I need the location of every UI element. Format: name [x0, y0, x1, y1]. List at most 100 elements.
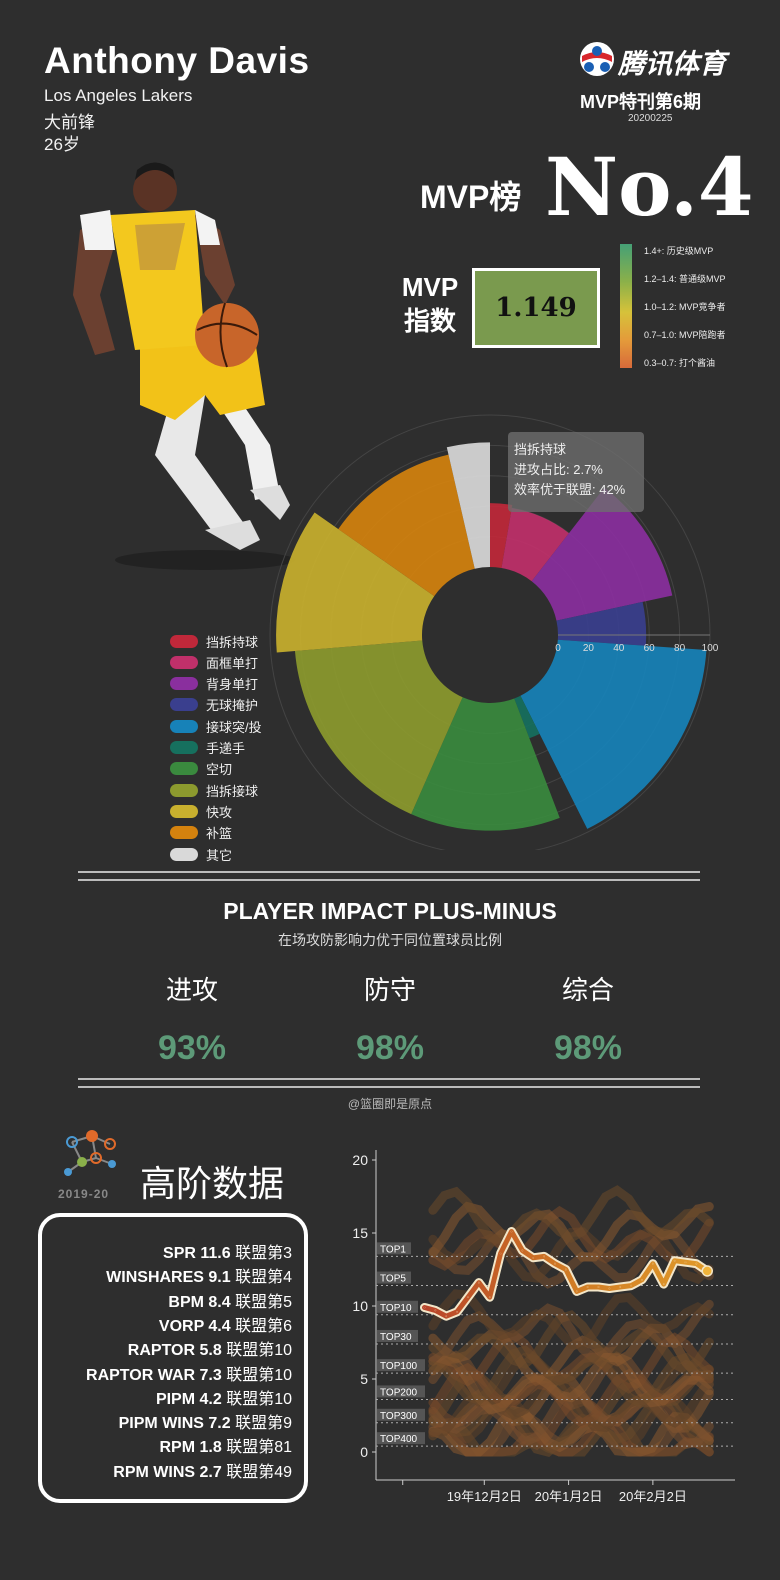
advanced-stat-row: BPM 8.4 联盟第5: [168, 1288, 292, 1312]
mvp-index-label-line2: 指数: [403, 306, 456, 336]
player-photo: [73, 162, 295, 570]
radial-tick-label: 40: [613, 643, 625, 654]
chart-tooltip: 挡拆持球 进攻占比: 2.7% 效率优于联盟: 42%: [508, 432, 644, 512]
reference-label: TOP300: [380, 1411, 417, 1422]
y-tick-label: 15: [352, 1225, 368, 1241]
y-tick-label: 0: [360, 1444, 368, 1460]
polar-bar-1[interactable]: [501, 508, 569, 582]
legend-label: 接球突/投: [206, 719, 262, 735]
pipm-offense: 进攻 93%: [92, 970, 292, 1068]
tooltip-line: 效率优于联盟: 42%: [514, 482, 626, 497]
legend-item[interactable]: 挡拆接球: [170, 781, 258, 799]
player-name: Anthony Davis: [44, 40, 310, 81]
legend-swatch: [170, 698, 198, 712]
scale-item: 1.2–1.4: 普通级MVP: [644, 274, 726, 284]
pipm-offense-value: 93%: [157, 1029, 227, 1067]
advanced-stat-row: WINSHARES 9.1 联盟第4: [106, 1263, 292, 1287]
legend-item[interactable]: 接球突/投: [170, 717, 262, 735]
divider: [78, 1078, 700, 1088]
pipm-defense-value: 98%: [355, 1029, 425, 1067]
legend-label: 挡拆持球: [206, 634, 259, 650]
advanced-stat-rank: 联盟第6: [235, 1317, 292, 1335]
advanced-stat-value: PIPM 4.2: [155, 1390, 227, 1408]
legend-item[interactable]: 背身单打: [170, 675, 258, 693]
legend-label: 补篮: [206, 826, 233, 842]
legend-item[interactable]: 手递手: [170, 739, 245, 757]
legend-label: 面框单打: [206, 655, 259, 671]
polar-bar-6[interactable]: [411, 697, 560, 831]
advanced-stat-row: VORP 4.4 联盟第6: [159, 1312, 292, 1336]
scale-item: 1.4+: 历史级MVP: [644, 246, 714, 256]
polar-bar-0[interactable]: [490, 503, 513, 568]
advanced-stat-value: BPM 8.4: [168, 1293, 236, 1311]
issue-date: 20200225: [628, 113, 673, 124]
mvp-index-label-line1: MVP: [401, 272, 459, 302]
advanced-stat-value: RPM WINS 2.7: [113, 1463, 227, 1481]
advanced-title: 高阶数据: [140, 1163, 285, 1204]
brand-name: 腾讯体育: [618, 49, 726, 79]
advanced-stat-rank: 联盟第9: [235, 1415, 292, 1433]
polar-bar-2[interactable]: [531, 487, 673, 621]
advanced-stat-rank: 联盟第49: [226, 1463, 292, 1481]
advanced-stat-rank: 联盟第10: [226, 1366, 292, 1384]
legend-swatch: [170, 804, 198, 818]
polar-bar-8[interactable]: [276, 512, 435, 653]
legend-item[interactable]: 补篮: [170, 824, 232, 842]
tencent-sports-logo-icon: [580, 42, 614, 76]
pipm-defense: 防守 98%: [290, 970, 490, 1068]
radial-tick-label: 0: [555, 643, 561, 654]
advanced-stat-rank: 联盟第4: [235, 1269, 292, 1287]
radial-tick-label: 100: [702, 643, 719, 654]
reference-label: TOP100: [380, 1361, 417, 1372]
scale-item: 0.3–0.7: 打个酱油: [644, 358, 716, 368]
advanced-stat-row: RAPTOR WAR 7.3 联盟第10: [86, 1361, 292, 1385]
pipm-offense-label: 进攻: [165, 975, 218, 1005]
legend-swatch: [170, 719, 198, 733]
series-point: [701, 1265, 713, 1277]
background-line: [428, 1205, 714, 1271]
reference-label-bg: [377, 1408, 425, 1421]
reference-label-bg: [377, 1359, 425, 1372]
pipm-subtitle: 在场攻防影响力优于同位置球员比例: [278, 932, 502, 948]
player-position: 大前锋: [44, 113, 95, 132]
legend-item[interactable]: 其它: [170, 845, 232, 863]
legend-item[interactable]: 空切: [170, 760, 232, 778]
advanced-stat-row: RAPTOR 5.8 联盟第10: [128, 1336, 292, 1360]
league-background-lines: [428, 1185, 714, 1457]
legend-item[interactable]: 挡拆持球: [170, 632, 258, 650]
polar-bar-10[interactable]: [446, 442, 490, 569]
background-line: [428, 1185, 714, 1246]
advanced-stat-row: PIPM 4.2 联盟第10: [156, 1385, 292, 1409]
network-logo-icon: [64, 1130, 116, 1176]
reference-label-bg: [377, 1300, 418, 1313]
advanced-stats-box: SPR 11.6 联盟第3 WINSHARES 9.1 联盟第4 BPM 8.4 联…: [38, 1213, 308, 1503]
polar-bar-5[interactable]: [514, 695, 540, 739]
reference-label-bg: [377, 1271, 411, 1284]
mvp-rank-value: No.4: [545, 140, 754, 234]
legend-item[interactable]: 面框单打: [170, 653, 258, 671]
reference-label: TOP5: [380, 1274, 406, 1285]
advanced-stat-value: RPM 1.8: [159, 1439, 227, 1457]
scale-item: 1.0–1.2: MVP竞争者: [644, 302, 726, 312]
polar-bar-4[interactable]: [520, 639, 707, 829]
legend-swatch: [170, 762, 198, 776]
legend-label: 手递手: [206, 741, 246, 756]
reference-label-bg: [377, 1242, 411, 1255]
legend-label: 背身单打: [206, 677, 259, 693]
legend-label: 其它: [206, 847, 233, 863]
pipm-overall-label: 综合: [561, 975, 614, 1005]
season-label: 2019-20: [58, 1187, 110, 1201]
legend-swatch: [170, 677, 198, 691]
reference-label: TOP30: [380, 1332, 412, 1343]
legend-item[interactable]: 快攻: [170, 802, 232, 820]
polar-bar-9[interactable]: [338, 454, 475, 597]
issue-label: MVP特刊第6期: [580, 92, 702, 112]
advanced-stat-value: WINSHARES 9.1: [106, 1269, 236, 1287]
advanced-stat-value: RAPTOR 5.8: [127, 1342, 227, 1360]
legend-swatch: [170, 634, 198, 648]
legend-label: 快攻: [206, 804, 233, 820]
reference-label: TOP1: [380, 1244, 406, 1255]
polar-bar-7[interactable]: [294, 640, 463, 815]
credit-text: @篮圈即是原点: [347, 1097, 433, 1111]
legend-item[interactable]: 无球掩护: [170, 696, 258, 714]
